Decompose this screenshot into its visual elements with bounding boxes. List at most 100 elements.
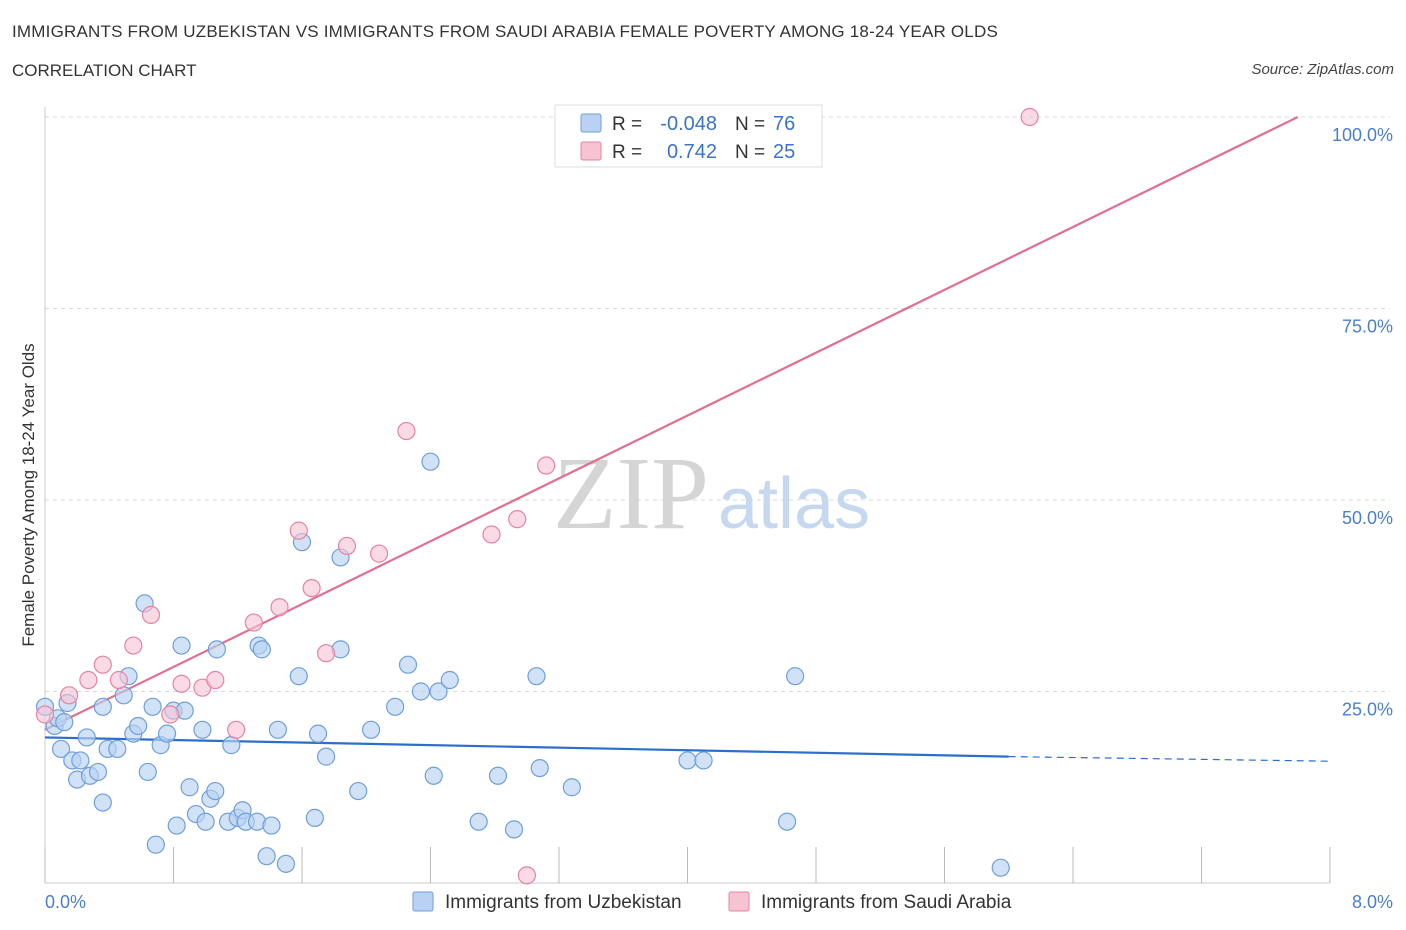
legend-n-label-2: N = (735, 142, 765, 163)
point-uzbekistan (469, 812, 488, 831)
point-saudi-arabia (59, 686, 79, 705)
point-uzbekistan (129, 716, 148, 736)
point-uzbekistan (305, 808, 324, 827)
point-uzbekistan (180, 778, 199, 797)
point-saudi-arabia (35, 705, 55, 724)
point-uzbekistan (55, 713, 74, 732)
point-uzbekistan (562, 778, 581, 797)
point-uzbekistan (276, 854, 296, 873)
point-saudi-arabia (206, 670, 225, 690)
point-saudi-arabia (161, 705, 180, 724)
point-uzbekistan (386, 697, 405, 716)
series-legend-label-uzbekistan: Immigrants from Uzbekistan (445, 892, 682, 913)
point-uzbekistan (206, 781, 225, 801)
point-uzbekistan (167, 816, 186, 835)
point-saudi-arabia (93, 655, 112, 674)
point-uzbekistan (257, 847, 276, 866)
legend-swatch-uzbekistan (580, 113, 602, 133)
point-saudi-arabia (370, 544, 389, 563)
grid-layer (45, 116, 1390, 692)
chart-subtitle: CORRELATION CHART (12, 61, 197, 80)
point-saudi-arabia (508, 510, 527, 529)
point-saudi-arabia (1020, 107, 1039, 127)
point-uzbekistan (93, 697, 112, 716)
legend-n-label-1: N = (735, 114, 765, 135)
series-legend: Immigrants from Uzbekistan Immigrants fr… (412, 891, 1012, 913)
point-uzbekistan (349, 781, 368, 801)
legend-n-value-1: 76 (773, 113, 795, 135)
point-saudi-arabia (227, 720, 246, 739)
point-uzbekistan (308, 724, 328, 743)
point-saudi-arabia (316, 644, 336, 663)
point-uzbekistan (527, 667, 546, 686)
point-uzbekistan (262, 816, 281, 835)
point-saudi-arabia (109, 670, 128, 690)
correlation-legend: R = -0.048 N = 76 R = 0.742 N = 25 (554, 104, 823, 168)
point-saudi-arabia (289, 521, 308, 540)
series-legend-label-saudi-arabia: Immigrants from Saudi Arabia (761, 892, 1012, 913)
point-saudi-arabia (517, 866, 536, 885)
point-uzbekistan (114, 686, 133, 705)
legend-r-label-2: R = (612, 142, 642, 163)
legend-r-value-2: 0.742 (667, 141, 717, 163)
watermark-atlas: atlas (718, 464, 870, 544)
x-tick-label-min: 0.0% (45, 892, 86, 912)
point-saudi-arabia (79, 670, 98, 690)
trendline-uzbekistan-extension (1008, 756, 1331, 762)
points-layer (35, 107, 1039, 885)
point-uzbekistan (93, 793, 112, 812)
point-uzbekistan (172, 636, 191, 655)
axes-layer (44, 107, 1331, 884)
point-uzbekistan (777, 812, 797, 831)
legend-n-value-2: 25 (773, 141, 795, 163)
point-uzbekistan (530, 758, 549, 778)
point-saudi-arabia (302, 578, 321, 598)
point-saudi-arabia (141, 605, 161, 625)
point-saudi-arabia (337, 536, 357, 556)
point-uzbekistan (51, 739, 71, 759)
point-uzbekistan (252, 640, 271, 659)
point-saudi-arabia (270, 598, 289, 617)
point-uzbekistan (88, 762, 108, 782)
point-uzbekistan (138, 762, 157, 782)
point-saudi-arabia (244, 613, 263, 632)
y-tick-label: 25.0% (1342, 700, 1393, 720)
point-uzbekistan (222, 736, 241, 755)
point-uzbekistan (77, 728, 96, 747)
point-uzbekistan (424, 766, 443, 785)
y-axis-label: Female Poverty Among 18-24 Year Olds (19, 343, 38, 646)
chart-title: IMMIGRANTS FROM UZBEKISTAN VS IMMIGRANTS… (12, 22, 998, 41)
point-uzbekistan (71, 751, 90, 770)
point-uzbekistan (316, 747, 336, 766)
point-uzbekistan (289, 667, 308, 686)
point-uzbekistan (488, 766, 508, 785)
watermark: ZIP atlas (553, 436, 870, 551)
point-uzbekistan (421, 452, 440, 471)
point-uzbekistan (991, 858, 1010, 877)
point-uzbekistan (361, 720, 381, 739)
point-uzbekistan (193, 720, 212, 739)
y-tick-label: 75.0% (1342, 317, 1393, 337)
y-tick-label: 50.0% (1342, 508, 1393, 528)
point-uzbekistan (694, 751, 713, 770)
source-credit: Source: ZipAtlas.com (1251, 61, 1394, 78)
point-uzbekistan (440, 670, 459, 690)
point-saudi-arabia (482, 525, 501, 544)
point-saudi-arabia (172, 674, 191, 693)
point-saudi-arabia (537, 456, 556, 475)
point-uzbekistan (196, 812, 215, 831)
watermark-zip: ZIP (553, 436, 709, 551)
point-uzbekistan (157, 724, 177, 743)
point-uzbekistan (108, 739, 127, 759)
point-uzbekistan (143, 697, 162, 716)
point-uzbekistan (504, 820, 524, 839)
trendline-saudi-arabia (44, 116, 1299, 731)
x-tick-label-max: 8.0% (1352, 892, 1393, 912)
labels-layer: 25.0% 50.0% 75.0% 100.0% 0.0% 8.0% (45, 125, 1393, 912)
point-saudi-arabia (124, 636, 143, 655)
legend-r-value-1: -0.048 (660, 113, 717, 135)
point-saudi-arabia (397, 421, 416, 441)
point-uzbekistan (429, 682, 448, 701)
point-uzbekistan (411, 682, 430, 701)
